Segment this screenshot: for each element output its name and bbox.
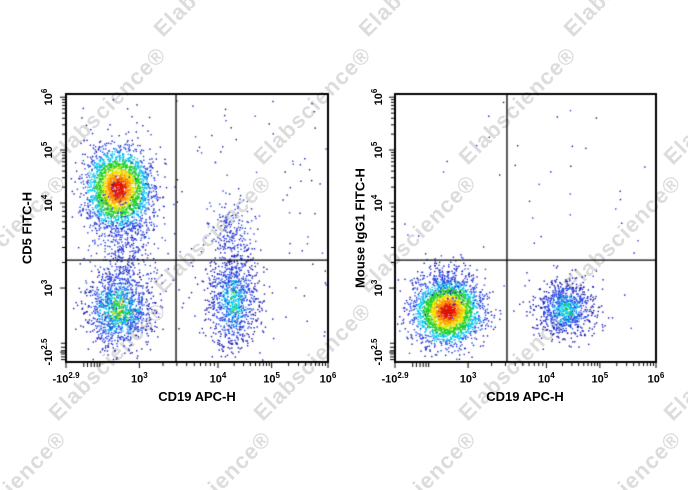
x-tick-label: 103	[131, 371, 148, 386]
x-axis-title-left-plot: CD19 APC-H	[158, 389, 236, 404]
x-tick-label: -102.9	[381, 371, 409, 386]
y-tick-label: -102.5	[370, 338, 385, 366]
y-tick-label: 104	[40, 194, 55, 212]
y-axis-title-left-plot: CD5 FITC-H	[19, 191, 35, 265]
x-axis-title-right-plot: CD19 APC-H	[486, 389, 564, 404]
y-tick-label: 104	[370, 194, 385, 212]
x-tick-label: 106	[319, 371, 337, 386]
x-tick-label: 103	[459, 371, 477, 386]
x-tick-label: 104	[209, 371, 227, 386]
x-tick-label: 106	[647, 371, 665, 386]
x-tick-label: 105	[591, 371, 609, 386]
y-tick-label: -102.5	[40, 338, 55, 366]
y-axis-title-right-plot: Mouse IgG1 FITC-H	[352, 168, 368, 288]
x-tick-label: -102.9	[52, 371, 80, 386]
x-tick-label: 104	[538, 371, 555, 386]
x-tick-label: 105	[263, 371, 280, 386]
